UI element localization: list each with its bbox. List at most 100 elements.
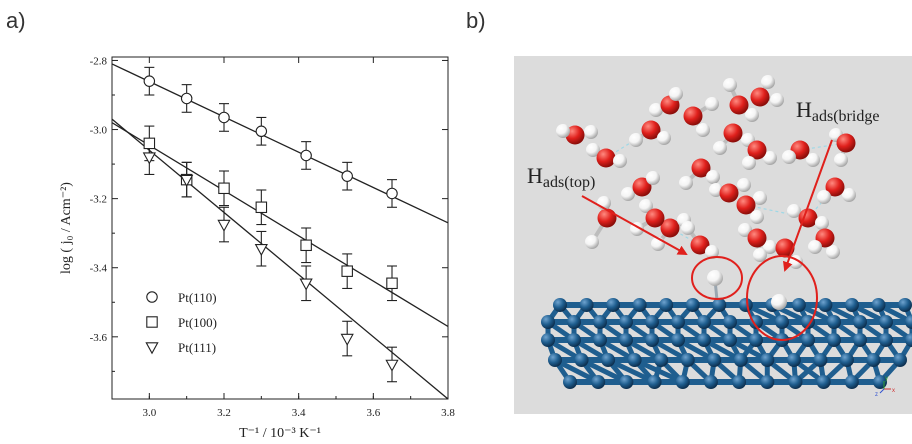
pt-atom: [818, 298, 833, 312]
pt-atom: [723, 333, 737, 347]
oxygen-atom: [775, 238, 795, 258]
hydrogen-atom: [753, 191, 767, 205]
pt-atom: [567, 315, 581, 329]
pt-atom: [619, 333, 633, 347]
hydrogen-atom: [750, 210, 764, 224]
hydrogen-atom: [705, 97, 719, 111]
pt-atom: [827, 333, 841, 347]
oxygen-atom: [836, 133, 856, 153]
pt-atom: [591, 375, 606, 389]
data-point-triangle-down: [299, 278, 313, 291]
h-ads-bridge-main: H: [796, 97, 812, 122]
oxygen-atom: [723, 123, 743, 143]
hydrogen-atom: [808, 240, 822, 254]
y-tick-label: -3.0: [90, 125, 108, 137]
pt-atom: [786, 353, 801, 367]
pt-atom: [775, 315, 789, 329]
axis-x-label: x: [892, 388, 895, 394]
hydrogen-atom: [745, 108, 759, 122]
hydrogen-atom: [681, 221, 695, 235]
hydrogen-atom: [586, 143, 600, 157]
pt-atom: [645, 333, 659, 347]
pt-atom: [839, 353, 854, 367]
oxygen-atom: [565, 125, 585, 145]
water-molecule: [629, 120, 671, 147]
oxygen-atom: [825, 177, 845, 197]
hydrogen-atom: [657, 131, 671, 145]
water-molecule: [829, 128, 856, 167]
hydrogen-atom: [629, 133, 643, 147]
data-point-circle: [143, 75, 156, 87]
oxygen-atom: [750, 87, 770, 107]
hydrogen-atom: [585, 235, 599, 249]
oxygen-atom: [645, 208, 665, 228]
oxygen-atom: [691, 158, 711, 178]
legend: Pt(110) Pt(100) Pt(111): [145, 290, 217, 355]
hydrogen-atom: [738, 223, 752, 237]
pt-bond: [552, 357, 601, 385]
hydrogen-atom: [723, 78, 737, 92]
legend-label: Pt(110): [178, 290, 217, 305]
hydrogen-atom: [782, 150, 796, 164]
water-molecule: [679, 158, 720, 190]
legend-marker-square: [146, 316, 158, 328]
hydrogen-atom: [639, 199, 653, 213]
pt-atom: [574, 353, 589, 367]
data-point-square: [255, 201, 268, 214]
water-molecule: [556, 124, 598, 145]
h-ads-top-sub: ads(top): [543, 174, 595, 191]
pt-atom: [579, 298, 594, 312]
pt-atom: [732, 375, 747, 389]
pt-atom: [905, 315, 912, 329]
hydrogen-atom: [834, 153, 848, 167]
data-point-triangle-down: [254, 243, 268, 257]
pt-atom: [871, 298, 886, 312]
legend-label: Pt(111): [178, 340, 216, 355]
pt-atom: [659, 298, 674, 312]
hydrogen-atom: [705, 245, 719, 259]
pt-atom: [791, 298, 806, 312]
pt-atom: [553, 298, 567, 312]
pt-atom: [567, 333, 581, 347]
hydrogen-atom: [817, 190, 831, 204]
pt-atom: [898, 298, 912, 312]
x-tick-label: 3.6: [366, 407, 380, 419]
water-molecule: [723, 78, 759, 122]
arrhenius-chart: 3.0 3.2 3.4 3.6 3.8 -2.8 -3.0 -3.2 -3.4 -3.6 Pt(…: [59, 55, 455, 441]
data-point-circle: [341, 170, 353, 182]
adsorbed-hydrogen: [707, 270, 787, 310]
hydrogen-atom: [669, 87, 683, 101]
pt-atom: [697, 333, 711, 347]
data-markers: [142, 75, 399, 372]
oxygen-atom: [747, 228, 767, 248]
pt-atom: [541, 333, 555, 347]
oxygen-atom: [729, 95, 749, 115]
hydrogen-atom: [649, 103, 663, 117]
pt-atom: [680, 353, 695, 367]
hydrogen-atom: [815, 216, 829, 230]
pt-atom: [813, 353, 828, 367]
hydrogen-atom: [742, 156, 756, 170]
h-ads-bridge-label: Hads(bridge: [796, 97, 879, 125]
hydrogen-atom: [556, 124, 570, 138]
highlight-circles: [691, 255, 818, 341]
y-tick-label: -3.4: [90, 263, 108, 275]
x-tick-label: 3.8: [441, 407, 455, 419]
pt-atom: [827, 315, 841, 329]
data-point-square: [341, 265, 353, 277]
axis-triad: x y z: [875, 376, 895, 398]
hydrogen-atom: [709, 183, 723, 197]
pt-atom: [632, 298, 647, 312]
oxygen-atom: [596, 148, 616, 168]
hydrogen-atom: [621, 187, 635, 201]
water-molecule: [787, 204, 829, 230]
arrow-top-site: [581, 195, 688, 255]
pt-atom: [606, 298, 621, 312]
pt-atom: [697, 315, 711, 329]
water-molecule: [782, 140, 820, 167]
pt-atom: [675, 375, 690, 389]
pt-atom: [879, 333, 893, 347]
pt-atom: [627, 353, 642, 367]
oxygen-atom: [632, 177, 652, 197]
pt-atom: [647, 375, 662, 389]
